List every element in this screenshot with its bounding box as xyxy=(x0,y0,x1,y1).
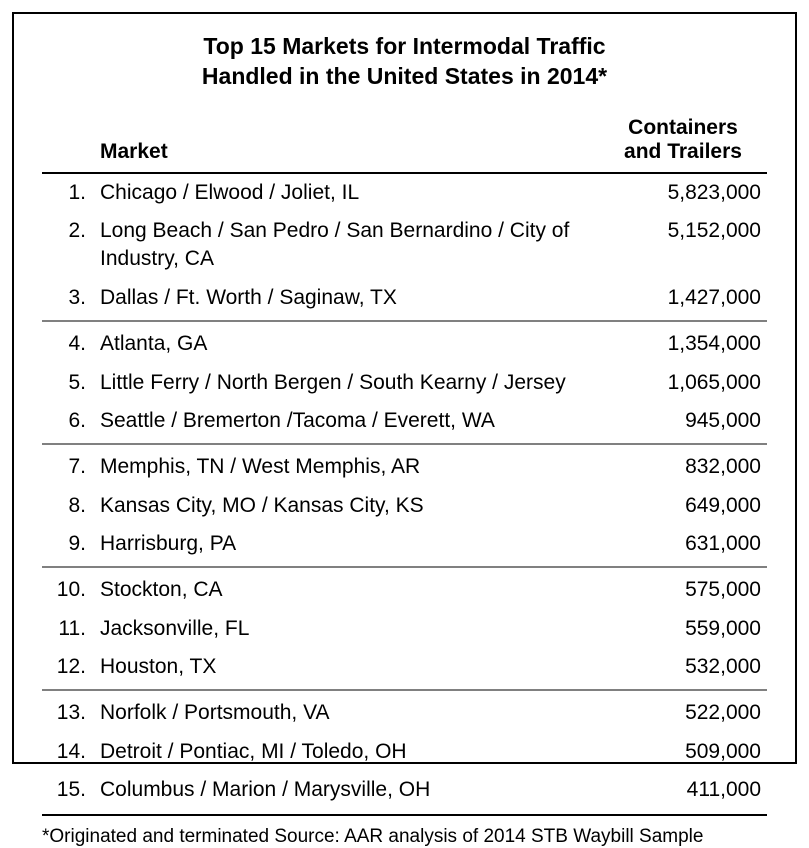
cell-market: Columbus / Marion / Marysville, OH xyxy=(96,771,599,815)
cell-market: Dallas / Ft. Worth / Saginaw, TX xyxy=(96,279,599,321)
table-frame: Top 15 Markets for Intermodal Traffic Ha… xyxy=(12,12,797,764)
cell-market: Little Ferry / North Bergen / South Kear… xyxy=(96,364,599,402)
footnote: *Originated and terminated Source: AAR a… xyxy=(42,816,767,848)
table-row: 10.Stockton, CA575,000 xyxy=(42,567,767,609)
page-container: Top 15 Markets for Intermodal Traffic Ha… xyxy=(0,0,809,776)
cell-value: 522,000 xyxy=(599,690,767,732)
table-row: 12.Houston, TX532,000 xyxy=(42,648,767,690)
cell-rank: 3. xyxy=(42,279,96,321)
cell-market: Kansas City, MO / Kansas City, KS xyxy=(96,487,599,525)
cell-value: 559,000 xyxy=(599,610,767,648)
cell-rank: 15. xyxy=(42,771,96,815)
cell-market: Atlanta, GA xyxy=(96,321,599,363)
cell-market: Long Beach / San Pedro / San Bernardino … xyxy=(96,212,599,279)
table-row: 14.Detroit / Pontiac, MI / Toledo, OH509… xyxy=(42,733,767,771)
cell-value: 832,000 xyxy=(599,444,767,486)
table-row: 15.Columbus / Marion / Marysville, OH411… xyxy=(42,771,767,815)
table-row: 13.Norfolk / Portsmouth, VA522,000 xyxy=(42,690,767,732)
cell-value: 575,000 xyxy=(599,567,767,609)
cell-value: 5,152,000 xyxy=(599,212,767,279)
cell-value: 1,427,000 xyxy=(599,279,767,321)
table-row: 5.Little Ferry / North Bergen / South Ke… xyxy=(42,364,767,402)
cell-rank: 10. xyxy=(42,567,96,609)
title-line-1: Top 15 Markets for Intermodal Traffic xyxy=(203,33,605,59)
cell-rank: 8. xyxy=(42,487,96,525)
cell-value: 509,000 xyxy=(599,733,767,771)
header-value: Containers and Trailers xyxy=(599,110,767,173)
cell-rank: 1. xyxy=(42,173,96,212)
cell-value: 631,000 xyxy=(599,525,767,567)
cell-rank: 4. xyxy=(42,321,96,363)
cell-market: Stockton, CA xyxy=(96,567,599,609)
cell-rank: 9. xyxy=(42,525,96,567)
table-row: 2.Long Beach / San Pedro / San Bernardin… xyxy=(42,212,767,279)
cell-market: Memphis, TN / West Memphis, AR xyxy=(96,444,599,486)
cell-rank: 2. xyxy=(42,212,96,279)
cell-market: Detroit / Pontiac, MI / Toledo, OH xyxy=(96,733,599,771)
table-row: 6.Seattle / Bremerton /Tacoma / Everett,… xyxy=(42,402,767,444)
cell-rank: 7. xyxy=(42,444,96,486)
title-line-2: Handled in the United States in 2014* xyxy=(202,63,607,89)
header-value-line1: Containers xyxy=(628,116,738,139)
cell-value: 411,000 xyxy=(599,771,767,815)
markets-table: Market Containers and Trailers 1.Chicago… xyxy=(42,110,767,817)
table-body: 1.Chicago / Elwood / Joliet, IL5,823,000… xyxy=(42,173,767,816)
cell-market: Norfolk / Portsmouth, VA xyxy=(96,690,599,732)
header-rank xyxy=(42,110,96,173)
cell-value: 945,000 xyxy=(599,402,767,444)
cell-value: 1,354,000 xyxy=(599,321,767,363)
header-value-line2: and Trailers xyxy=(624,140,742,163)
table-row: 1.Chicago / Elwood / Joliet, IL5,823,000 xyxy=(42,173,767,212)
cell-rank: 5. xyxy=(42,364,96,402)
table-row: 3.Dallas / Ft. Worth / Saginaw, TX1,427,… xyxy=(42,279,767,321)
table-row: 8.Kansas City, MO / Kansas City, KS649,0… xyxy=(42,487,767,525)
cell-value: 5,823,000 xyxy=(599,173,767,212)
cell-market: Seattle / Bremerton /Tacoma / Everett, W… xyxy=(96,402,599,444)
cell-value: 532,000 xyxy=(599,648,767,690)
cell-market: Jacksonville, FL xyxy=(96,610,599,648)
table-row: 9.Harrisburg, PA631,000 xyxy=(42,525,767,567)
cell-rank: 13. xyxy=(42,690,96,732)
table-row: 7.Memphis, TN / West Memphis, AR832,000 xyxy=(42,444,767,486)
cell-market: Harrisburg, PA xyxy=(96,525,599,567)
cell-rank: 6. xyxy=(42,402,96,444)
cell-market: Chicago / Elwood / Joliet, IL xyxy=(96,173,599,212)
cell-value: 649,000 xyxy=(599,487,767,525)
cell-value: 1,065,000 xyxy=(599,364,767,402)
cell-rank: 12. xyxy=(42,648,96,690)
table-row: 11.Jacksonville, FL559,000 xyxy=(42,610,767,648)
table-row: 4.Atlanta, GA1,354,000 xyxy=(42,321,767,363)
header-row: Market Containers and Trailers xyxy=(42,110,767,173)
cell-rank: 11. xyxy=(42,610,96,648)
header-market: Market xyxy=(96,110,599,173)
table-title: Top 15 Markets for Intermodal Traffic Ha… xyxy=(42,32,767,92)
cell-market: Houston, TX xyxy=(96,648,599,690)
cell-rank: 14. xyxy=(42,733,96,771)
